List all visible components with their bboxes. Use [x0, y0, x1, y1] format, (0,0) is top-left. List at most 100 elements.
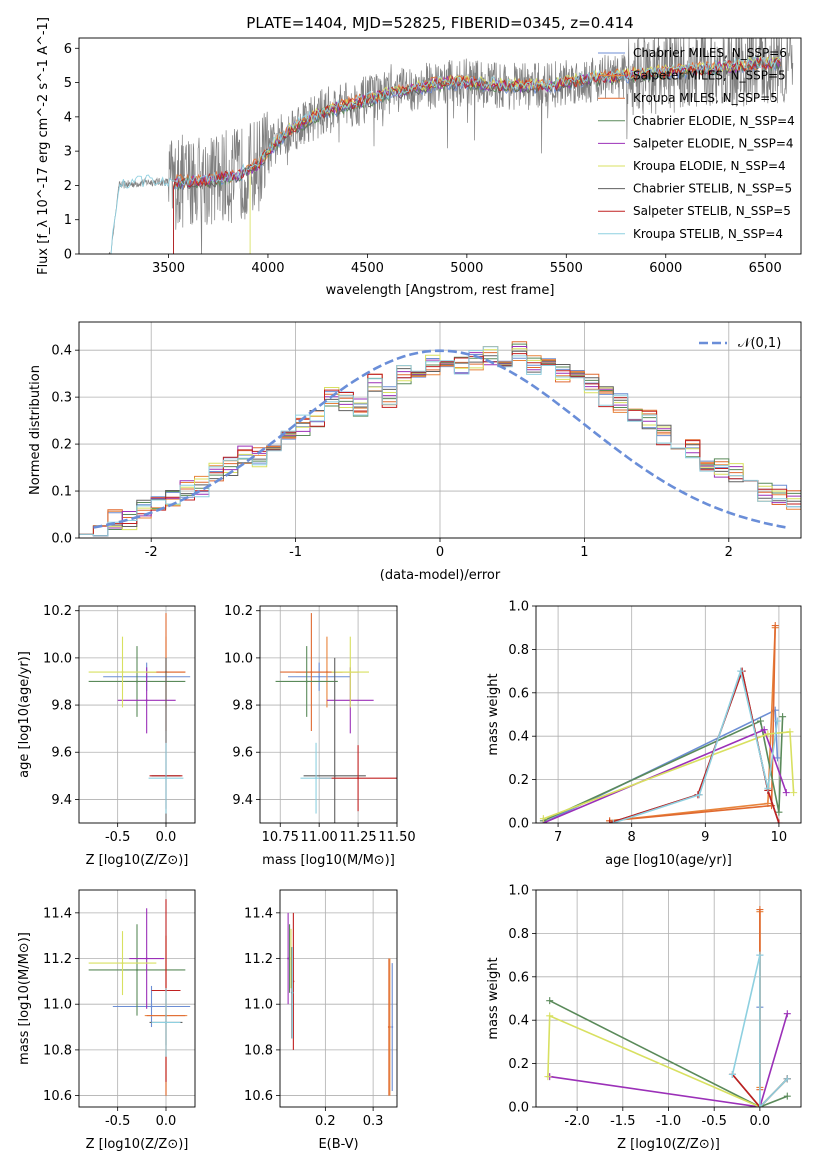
weight-marker — [764, 730, 772, 738]
weight-marker — [546, 997, 554, 1005]
axes-frame — [535, 605, 802, 824]
data-point — [391, 1026, 394, 1029]
tick-label-y: 0.2 — [508, 1057, 529, 1072]
data-point — [387, 1026, 390, 1029]
weight-marker — [782, 789, 790, 797]
legend: Chabrier MILES, N_SSP=6 Salpeter MILES, N… — [598, 46, 795, 241]
x-axis-label: Z [log10(Z/Z⊙)] — [86, 1137, 189, 1152]
legend-entry: Kroupa ELODIE, N_SSP=4 — [633, 159, 786, 173]
weight-marker — [783, 1010, 791, 1018]
weight-marker — [775, 808, 783, 816]
tick-label-x: 0.0 — [156, 830, 177, 845]
tick-label-y: 5 — [64, 76, 72, 91]
data-point — [310, 671, 313, 674]
tick-label-y: 11.2 — [244, 952, 273, 967]
tick-label-x: 11.50 — [378, 830, 415, 845]
weight-marker — [756, 1103, 764, 1107]
tick-label-x: 5000 — [450, 261, 483, 276]
panel-mass-vs-ebv: 0.2 0.3 10.6 10.8 11.0 11.2 11.4 — [244, 889, 398, 1129]
tick-label-y: 0.4 — [51, 344, 72, 359]
weight-line — [731, 954, 788, 1107]
tick-label-y: 11.0 — [244, 998, 273, 1013]
axes-frame — [535, 889, 802, 1108]
tick-label-y: 10.8 — [244, 1043, 273, 1058]
tick-label-x: 7 — [554, 830, 562, 845]
tick-label-x: 10 — [771, 830, 788, 845]
tick-label-x: 6500 — [749, 261, 782, 276]
tick-label-y: 9.8 — [51, 699, 72, 714]
tick-label-x: 10.75 — [262, 830, 299, 845]
data-point — [288, 957, 291, 960]
data-point — [287, 957, 290, 960]
y-axis-label: age [log10(age/yr)] — [17, 651, 32, 778]
tick-label-y: 9.4 — [51, 793, 72, 808]
tick-label-y: 10.6 — [43, 1089, 72, 1104]
legend-entry: Salpeter STELIB, N_SSP=5 — [633, 204, 791, 218]
data-point — [145, 699, 148, 702]
tick-label-y: 3 — [64, 145, 72, 160]
tick-label-y: 1.0 — [508, 884, 529, 899]
weight-marker — [773, 754, 781, 762]
data-point — [150, 1005, 153, 1008]
y-axis-label: Flux [f_λ 10^-17 erg cm^-2 s^-1 A^-1] — [36, 17, 51, 275]
y-axis-label: mass weight — [486, 957, 501, 1039]
tick-label-y: 0.0 — [51, 532, 72, 547]
tick-label-y: 2 — [64, 179, 72, 194]
weight-marker — [786, 728, 794, 736]
tick-label-x: 0.3 — [363, 1114, 384, 1129]
tick-label-y: 0.4 — [508, 1014, 529, 1029]
data-point — [121, 962, 124, 965]
weight-marker — [764, 784, 772, 792]
weight-marker — [737, 667, 745, 675]
plot-area-age-vs-Z — [88, 613, 191, 823]
weight-line — [549, 1013, 789, 1107]
weight-marker — [783, 1092, 791, 1100]
tick-label-y: 11.4 — [43, 906, 72, 921]
chart-title: PLATE=1404, MJD=52825, FIBERID=0345, z=0… — [246, 14, 633, 32]
tick-label-x: 0.0 — [156, 1114, 177, 1129]
x-axis-label: (data-model)/error — [380, 568, 501, 583]
axes-frame — [78, 321, 802, 539]
weight-line — [543, 731, 795, 820]
data-point — [165, 777, 167, 780]
y-axis-label: mass weight — [486, 673, 501, 755]
tick-label-y: 11.0 — [43, 998, 72, 1013]
data-point — [121, 671, 124, 674]
weight-marker — [756, 906, 764, 914]
tick-label-x: -1.5 — [610, 1114, 635, 1129]
tick-label-y: 10.0 — [43, 651, 72, 666]
panel-mass-vs-Z: -0.5 0.0 10.6 10.8 11.0 11.2 11.4 — [43, 889, 196, 1129]
tick-label-y: 10.0 — [224, 651, 253, 666]
x-axis-label: E(B-V) — [318, 1137, 358, 1152]
tick-label-y: 9.4 — [232, 793, 253, 808]
tick-label-y: 0.3 — [51, 391, 72, 406]
tick-label-x: 3500 — [152, 261, 185, 276]
weight-marker — [539, 815, 547, 823]
tick-label-y: 11.2 — [43, 952, 72, 967]
data-point — [291, 991, 294, 994]
tick-label-y: 9.8 — [232, 699, 253, 714]
data-point — [349, 671, 352, 674]
x-axis-label: wavelength [Angstrom, rest frame] — [326, 283, 555, 298]
tick-label-y: 10.2 — [224, 604, 253, 619]
tick-label-x: 0 — [436, 545, 444, 560]
tick-label-y: 0.4 — [508, 730, 529, 745]
gaussian-curve — [93, 349, 787, 529]
weight-marker — [606, 819, 614, 823]
tick-label-y: 4 — [64, 110, 72, 125]
plot-area-mass-vs-Z — [88, 899, 191, 1096]
tick-label-x: -2 — [145, 545, 158, 560]
tick-label-x: -0.5 — [105, 1114, 130, 1129]
weight-marker — [790, 789, 798, 797]
weight-marker — [756, 951, 764, 959]
legend-entry: Salpeter MILES, N_SSP=5 — [633, 69, 786, 83]
tick-label-x: 4500 — [351, 261, 384, 276]
tick-label-y: 0.0 — [508, 817, 529, 832]
tick-label-x: -1.0 — [656, 1114, 681, 1129]
data-point — [136, 968, 138, 971]
weight-line — [543, 716, 784, 822]
tick-label-x: 5500 — [550, 261, 583, 276]
data-point — [333, 774, 336, 777]
weight-line — [613, 668, 779, 823]
